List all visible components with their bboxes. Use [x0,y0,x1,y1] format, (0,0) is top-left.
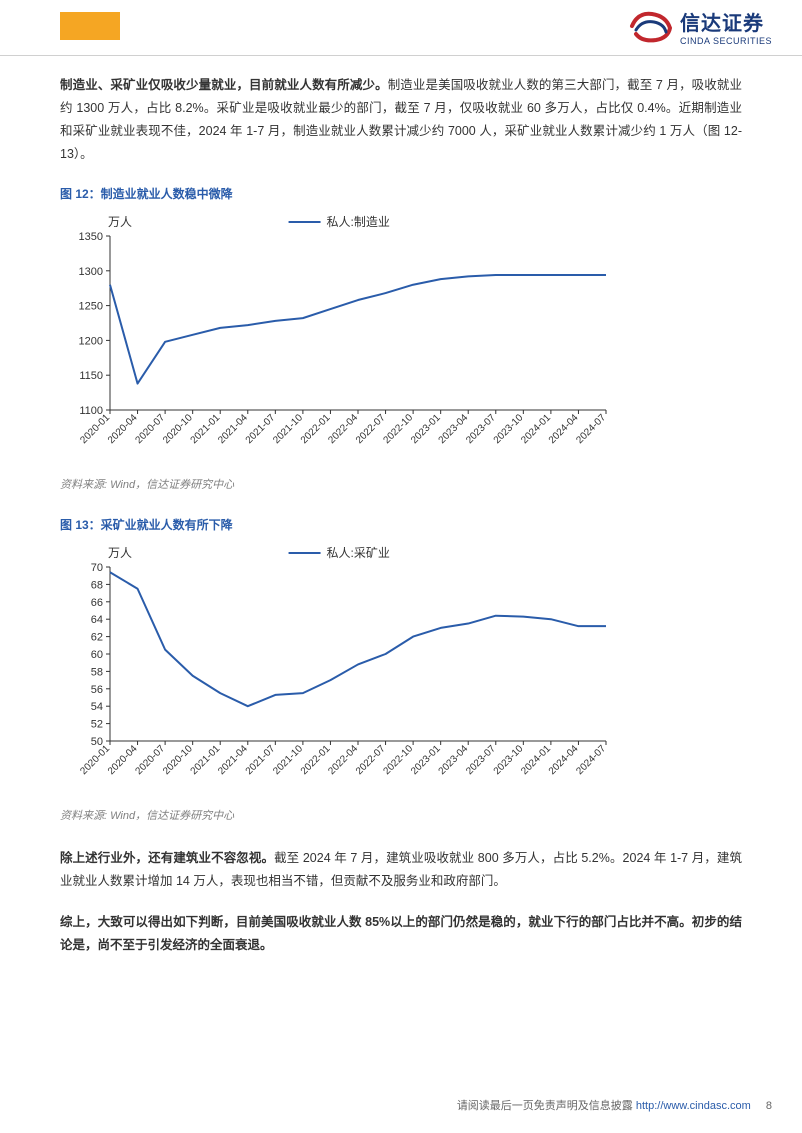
logo-text-en: CINDA SECURITIES [680,36,772,46]
logo-swirl-icon [628,6,674,46]
fig12-title: 图 12：制造业就业人数稳中微降 [60,185,742,202]
para1-bold: 制造业、采矿业仅吸收少量就业，目前就业人数有所减少。 [60,78,388,92]
svg-text:58: 58 [91,666,103,678]
figure-13: 图 13：采矿业就业人数有所下降 万人私人:采矿业505254565860626… [60,516,742,799]
svg-text:1300: 1300 [79,265,103,277]
svg-text:70: 70 [91,562,103,574]
svg-text:66: 66 [91,596,103,608]
fig13-chart: 万人私人:采矿业50525456586062646668702020-01202… [60,539,620,799]
svg-text:私人:采矿业: 私人:采矿业 [327,546,390,560]
page-header: 信达证券 CINDA SECURITIES [0,0,802,56]
svg-text:56: 56 [91,683,103,695]
para3-bold: 综上，大致可以得出如下判断，目前美国吸收就业人数 85%以上的部门仍然是稳的，就… [60,915,742,952]
fig13-title: 图 13：采矿业就业人数有所下降 [60,516,742,533]
page-content: 制造业、采矿业仅吸收少量就业，目前就业人数有所减少。制造业是美国吸收就业人数的第… [0,56,802,957]
svg-text:60: 60 [91,649,103,661]
fig13-source: 资料来源: Wind，信达证券研究中心 [60,807,742,823]
fig12-chart: 万人私人:制造业1100115012001250130013502020-012… [60,208,620,468]
svg-text:54: 54 [91,701,103,713]
paragraph-1: 制造业、采矿业仅吸收少量就业，目前就业人数有所减少。制造业是美国吸收就业人数的第… [60,74,742,167]
svg-text:68: 68 [91,579,103,591]
svg-text:1150: 1150 [79,370,103,382]
svg-text:52: 52 [91,718,103,730]
page-number: 8 [766,1100,772,1112]
svg-text:2024-07: 2024-07 [574,743,608,777]
page-footer: 请阅读最后一页免责声明及信息披露 http://www.cindasc.com … [457,1097,772,1113]
svg-text:2024-07: 2024-07 [574,412,608,446]
svg-text:万人: 万人 [108,215,132,229]
paragraph-3: 综上，大致可以得出如下判断，目前美国吸收就业人数 85%以上的部门仍然是稳的，就… [60,911,742,957]
svg-text:64: 64 [91,614,103,626]
para2-bold: 除上述行业外，还有建筑业不容忽视。 [60,851,274,865]
footer-text: 请阅读最后一页免责声明及信息披露 [457,1100,633,1112]
paragraph-2: 除上述行业外，还有建筑业不容忽视。截至 2024 年 7 月，建筑业吸收就业 8… [60,847,742,893]
accent-bar [60,12,120,40]
svg-text:1100: 1100 [79,405,103,417]
svg-text:1200: 1200 [79,335,103,347]
svg-text:1350: 1350 [79,231,103,243]
svg-text:62: 62 [91,631,103,643]
svg-text:万人: 万人 [108,546,132,560]
footer-link[interactable]: http://www.cindasc.com [636,1100,751,1112]
logo-text-cn: 信达证券 [680,7,772,36]
svg-text:私人:制造业: 私人:制造业 [327,215,390,229]
fig12-source: 资料来源: Wind，信达证券研究中心 [60,476,742,492]
company-logo: 信达证券 CINDA SECURITIES [628,6,772,46]
figure-12: 图 12：制造业就业人数稳中微降 万人 私人:制造业 1100 1150 1200 125… [60,185,742,468]
svg-text:1250: 1250 [79,300,103,312]
